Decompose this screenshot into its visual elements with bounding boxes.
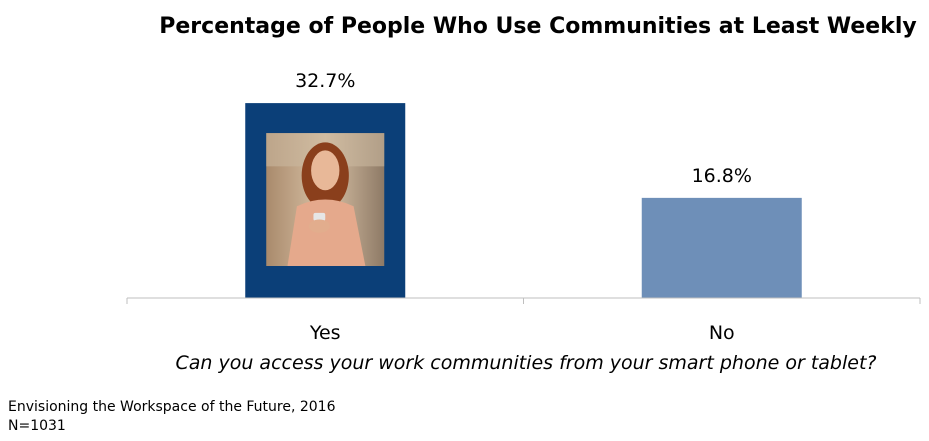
bar-no xyxy=(641,197,802,298)
tick-label-yes: Yes xyxy=(309,322,341,344)
x-axis-label: Can you access your work communities fro… xyxy=(175,352,877,374)
bar-chart: 32.7% Yes 16.8% No xyxy=(126,70,921,344)
chart-title: Percentage of People Who Use Communities… xyxy=(159,14,917,39)
data-label-no: 16.8% xyxy=(692,165,752,187)
sample-size: N=1031 xyxy=(8,418,66,434)
source-text: Envisioning the Workspace of the Future,… xyxy=(8,399,336,415)
source-note: Envisioning the Workspace of the Future,… xyxy=(8,398,336,436)
tick-label-no: No xyxy=(709,322,735,344)
data-label-yes: 32.7% xyxy=(295,70,355,92)
woman-with-phone-image xyxy=(266,133,385,266)
